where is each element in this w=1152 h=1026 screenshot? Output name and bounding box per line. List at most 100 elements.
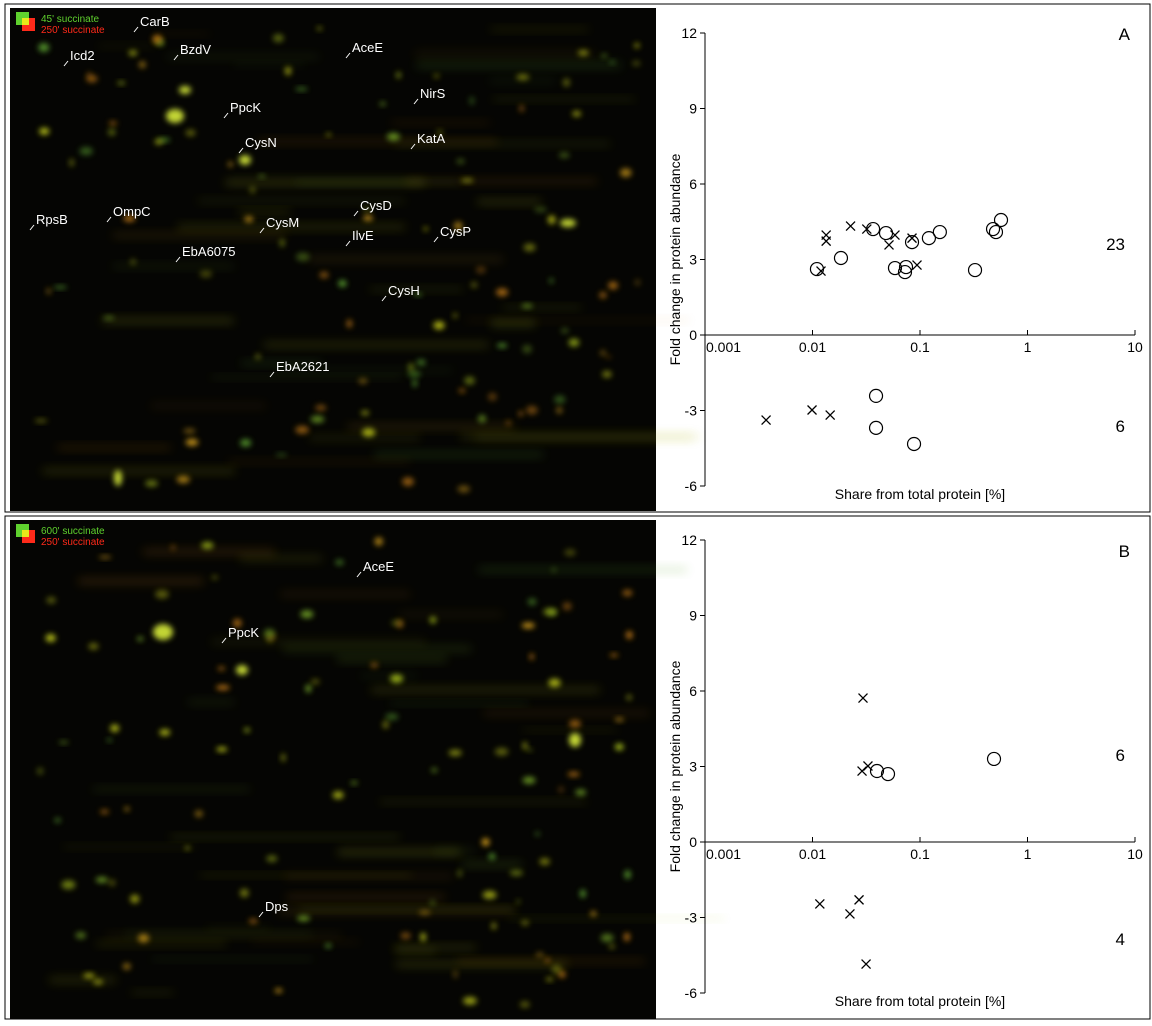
point-cross — [858, 693, 868, 704]
gel-spot — [211, 575, 219, 580]
gel-spot — [453, 313, 458, 318]
gel-spot — [88, 643, 99, 650]
x-tick-label: 0.01 — [799, 339, 826, 355]
gel-spot — [108, 121, 118, 126]
gel-spot — [123, 215, 136, 222]
gel-spot — [54, 817, 61, 823]
y-tick-label: 0 — [689, 327, 697, 343]
gel-streak — [211, 376, 402, 379]
gel-spot — [522, 776, 536, 784]
gel-spot — [429, 899, 436, 906]
gel-spot — [239, 155, 251, 165]
gel-spot — [170, 544, 176, 551]
gel-spot — [36, 767, 44, 775]
leader-line — [29, 224, 35, 231]
gel-streak — [502, 306, 582, 309]
gel-spot — [69, 158, 74, 167]
gel-spot — [358, 378, 368, 384]
gel-streak — [96, 942, 227, 946]
gel-spot — [560, 328, 569, 334]
gel-spot — [217, 666, 225, 671]
gel-spot — [272, 33, 284, 43]
gel-spot — [107, 128, 116, 136]
point-cross — [845, 221, 856, 231]
gel-spot — [185, 438, 199, 446]
gel-spot — [470, 281, 478, 289]
gel-spot — [350, 781, 358, 785]
gel-spot — [98, 555, 112, 559]
gel-spot — [370, 662, 378, 668]
gel-spot — [249, 186, 256, 194]
gel-spot — [332, 791, 344, 799]
gel-spot — [128, 50, 138, 56]
gel-spot — [567, 772, 580, 777]
gel-streak — [337, 849, 461, 855]
gel-spot — [61, 880, 76, 890]
gel-spot — [534, 207, 548, 213]
gel-spot — [433, 73, 440, 79]
gel-spot — [519, 104, 524, 113]
gel-streak — [396, 961, 568, 967]
protein-label: OmpC — [113, 204, 151, 219]
y-axis-label: Fold change in protein abundance — [667, 153, 683, 365]
x-tick-label: 10 — [1127, 846, 1143, 862]
gel-spot — [396, 71, 401, 79]
gel-spot — [523, 243, 536, 252]
gel-spot — [535, 952, 544, 957]
gel-spot — [407, 370, 421, 378]
gel-spot — [379, 102, 386, 106]
point-circle — [880, 766, 896, 782]
gel-spot — [420, 932, 426, 942]
gel-streak — [238, 210, 291, 214]
gel-streak — [112, 264, 234, 268]
gel-spot — [469, 96, 475, 106]
x-axis-label: Share from total protein [%] — [835, 993, 1005, 1009]
gel-spot — [522, 741, 527, 750]
gel-streak — [369, 288, 463, 291]
gel-spot — [201, 541, 214, 550]
gel-spot — [386, 132, 400, 141]
point-circle — [887, 260, 903, 276]
gel-streak — [258, 139, 497, 144]
gel-spot — [545, 977, 554, 982]
gel-spot — [396, 619, 404, 628]
protein-label: CysM — [266, 215, 299, 230]
gel-streak — [131, 991, 174, 994]
gel-spot — [255, 353, 261, 360]
leader-line — [223, 112, 229, 119]
y-tick-label: -6 — [685, 478, 698, 494]
x-tick-label: 1 — [1024, 339, 1032, 355]
y-tick-label: 0 — [689, 834, 697, 850]
point-circle — [833, 250, 849, 266]
gel-spot — [614, 743, 624, 751]
gel-spot — [558, 786, 564, 793]
gel-spot — [263, 628, 275, 638]
gel-spot — [315, 404, 327, 411]
y-axis-label: Fold change in protein abundance — [667, 660, 683, 872]
leader-line — [175, 256, 181, 263]
gel-spot — [310, 415, 325, 423]
gel-spot — [539, 858, 551, 865]
gel-spot — [549, 278, 554, 284]
gel-spot — [95, 877, 108, 883]
gel-spot — [153, 624, 173, 640]
protein-label: EbA2621 — [276, 359, 330, 374]
gel-spot — [130, 894, 140, 904]
gel-spot — [93, 979, 104, 985]
gel-streak — [225, 180, 425, 185]
gel-spot — [53, 285, 67, 289]
gel-spot — [300, 610, 314, 619]
gel-spot — [602, 370, 612, 378]
gel-spot — [516, 74, 530, 81]
gel-spot — [296, 252, 310, 262]
gel-spot — [529, 653, 534, 660]
point-cross — [857, 766, 868, 776]
gel-spot — [526, 748, 533, 752]
legend-label: 45' succinate — [41, 14, 99, 25]
leader-line — [106, 216, 112, 223]
gel-streak — [42, 469, 236, 473]
protein-label: AceE — [363, 559, 394, 574]
y-tick-label: 3 — [689, 252, 697, 268]
gel-streak — [298, 907, 517, 910]
